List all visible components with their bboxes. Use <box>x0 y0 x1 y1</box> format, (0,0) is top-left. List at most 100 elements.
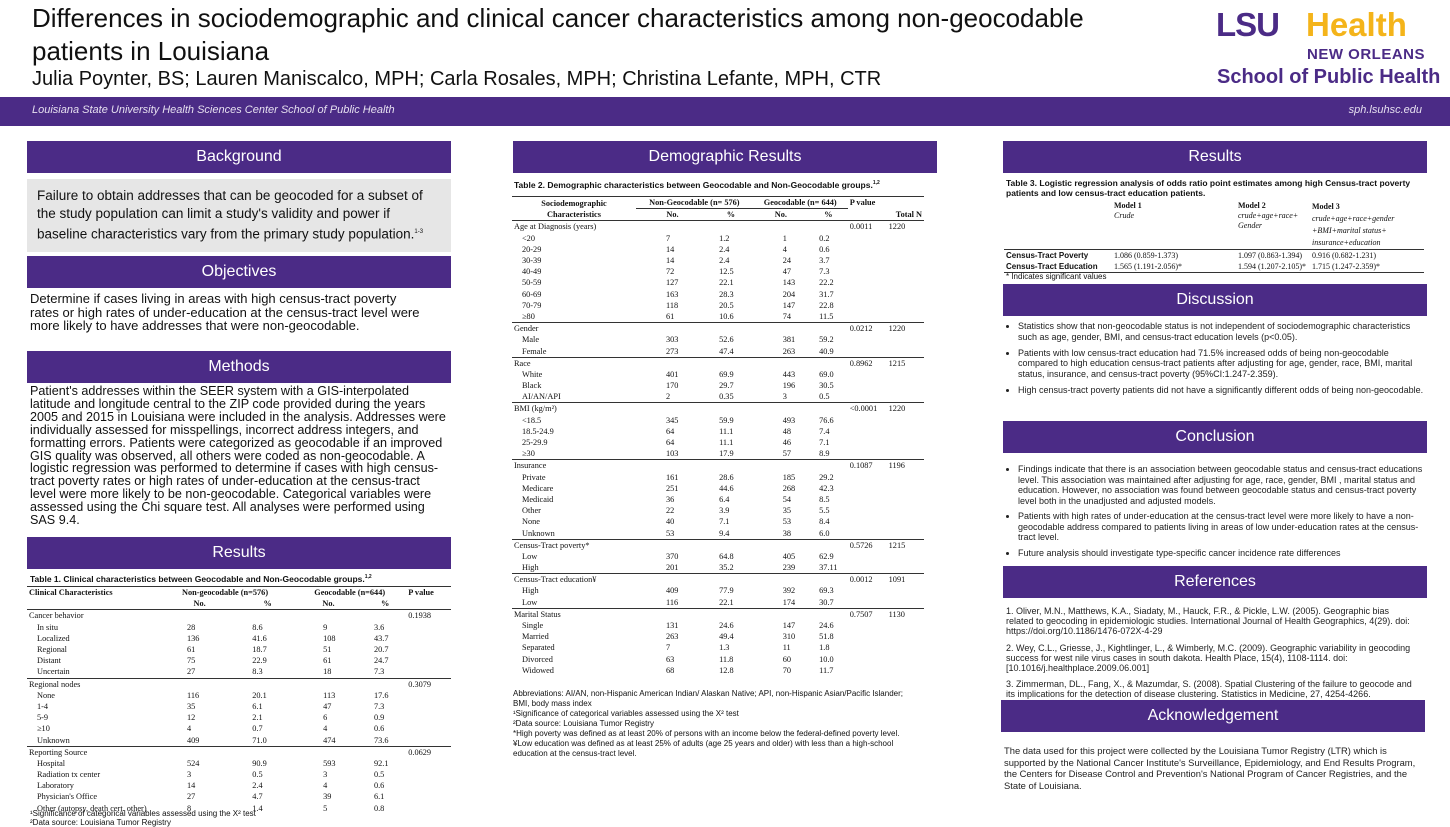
t2-cell: 74 <box>782 311 791 321</box>
t2-cell <box>848 277 887 288</box>
t2-cell: 48 <box>782 426 791 436</box>
t2-cell: 0.5 <box>819 392 830 402</box>
t3-r2-label: Census-Tract Education <box>1006 262 1098 272</box>
t2-cell <box>887 483 924 494</box>
references-header: References <box>1003 566 1427 598</box>
table1-caption-text: Table 1. Clinical characteristics betwee… <box>30 574 365 584</box>
t2-cell: <0.0001 <box>849 404 878 414</box>
t2-cell <box>887 345 924 357</box>
t1-cell <box>406 780 451 791</box>
t2-cell: 31.7 <box>819 289 834 299</box>
t2-cell: 370 <box>666 551 679 561</box>
acknowledgement-header: Acknowledgement <box>1001 700 1425 732</box>
t1-cell: 4 <box>187 724 192 734</box>
t2-row: 50-59 127 22.1 143 22.2 <box>512 277 924 288</box>
t2-cell: 118 <box>666 300 679 310</box>
t2-cell: 64 <box>666 426 675 436</box>
t2-cell: Age at Diagnosis (years) <box>514 222 597 232</box>
t1-cell: Unknown <box>37 735 70 745</box>
t2-row: ≥30 103 17.9 57 8.9 <box>512 448 924 460</box>
t1-cell: 41.6 <box>252 633 267 643</box>
logo-school-text: School of Public Health <box>1217 66 1441 88</box>
t2-row: Census-Tract education¥ 0.0012 1091 <box>512 573 924 586</box>
t2-cell: 59.9 <box>719 415 734 425</box>
t3-m2: Model 2 <box>1238 201 1266 210</box>
t3-r1-m2: 1.097 (0.863-1.394) <box>1238 251 1302 261</box>
logo-new-orleans-text: NEW ORLEANS <box>1307 46 1425 63</box>
t2-cell <box>848 665 887 676</box>
reference-item: 2. Wey, C.L., Griesse, J., Kightlinger, … <box>1006 642 1411 674</box>
t2-cell: 70 <box>782 665 791 675</box>
t1-row: 5-9 12 2.1 6 0.9 <box>27 712 451 723</box>
t2-cell <box>887 642 924 653</box>
t2-cell <box>848 380 887 391</box>
t2-cell: 42.3 <box>819 483 834 493</box>
t2-cell: AI/AN/API <box>522 392 561 402</box>
t1-cell: 18.7 <box>252 645 267 655</box>
t2-row: 70-79 118 20.5 147 22.8 <box>512 300 924 311</box>
t1-cell: 0.6 <box>373 781 385 791</box>
t2-cell: 69.0 <box>819 369 834 379</box>
t2-cell: 1.2 <box>719 233 730 243</box>
t2-cell <box>848 472 887 483</box>
objectives-header: Objectives <box>27 256 451 288</box>
t2-h-ng: Non-Geocodable (n= 576) <box>636 196 753 210</box>
t2-row: Marital Status 0.7507 1130 <box>512 608 924 620</box>
table2-caption-sup: 1,2 <box>872 180 880 187</box>
t2-cell <box>887 494 924 505</box>
t2-cell: 57 <box>782 449 791 459</box>
t2-cell: 161 <box>666 472 679 482</box>
t2-cell <box>709 323 753 335</box>
t2-cell: 131 <box>666 621 679 631</box>
t2-cell <box>887 654 924 665</box>
t2-cell: 24 <box>782 256 791 266</box>
t2-cell <box>887 437 924 448</box>
t1-cell: 35 <box>187 701 196 711</box>
t2-cell <box>887 551 924 562</box>
t2-cell: 7 <box>666 233 671 243</box>
banner-url[interactable]: sph.lsuhsc.edu <box>1348 104 1422 116</box>
t2-cell: 1130 <box>888 609 905 619</box>
t1-cell: Cancer behavior <box>29 611 84 621</box>
t2-cell <box>809 323 848 335</box>
t2-cell <box>809 608 848 620</box>
t1-cell: 0.5 <box>252 770 263 780</box>
t2-cell: 11.8 <box>719 654 734 664</box>
t2-cell <box>887 244 924 255</box>
t2-cell: 409 <box>666 586 679 596</box>
t2-cell <box>753 608 809 620</box>
t2-cell: 8.4 <box>819 517 830 527</box>
t2-cell: 11.7 <box>819 665 834 675</box>
t1-cell: 51 <box>323 645 332 655</box>
t2-cell: 47 <box>782 267 791 277</box>
t2-cell <box>887 233 924 244</box>
t1-cell <box>406 655 451 666</box>
t2-cell: Single <box>522 621 544 631</box>
t2-cell: 0.2 <box>819 233 830 243</box>
t1-cell: 28 <box>187 622 196 632</box>
table2-note-3: *High poverty was defined as at least 20… <box>513 729 900 738</box>
conclusion-item: Future analysis should investigate type-… <box>1018 548 1430 559</box>
t1-h-ng: Non-geocodable (n=576) <box>182 588 269 598</box>
poster-authors: Julia Poynter, BS; Lauren Maniscalco, MP… <box>32 68 882 90</box>
t2-cell <box>887 300 924 311</box>
t2-row: 18.5-24.9 64 11.1 48 7.4 <box>512 426 924 437</box>
t1-cell: 8 <box>187 803 192 813</box>
t2-cell: 273 <box>666 346 679 356</box>
t2-cell: 392 <box>782 586 796 596</box>
t2-cell <box>709 574 753 586</box>
lsu-health-logo: LSU Health NEW ORLEANS School of Public … <box>1212 6 1441 92</box>
t2-cell: Separated <box>522 643 555 653</box>
t1-cell: 0.3079 <box>408 679 432 689</box>
t2-cell: 53 <box>666 528 675 538</box>
t1-h-char: Clinical Characteristics <box>29 588 113 598</box>
t1-cell: 61 <box>323 656 332 666</box>
t2-cell <box>753 403 809 415</box>
t1-cell: 108 <box>323 633 336 643</box>
t2-cell: 40-49 <box>522 267 542 277</box>
t1-cell: 6 <box>323 713 328 723</box>
t2-cell: 405 <box>782 551 796 561</box>
t1-row: Laboratory 14 2.4 4 0.6 <box>27 780 451 791</box>
t1-cell: Localized <box>37 633 70 643</box>
t2-cell: 0.5726 <box>849 540 873 550</box>
